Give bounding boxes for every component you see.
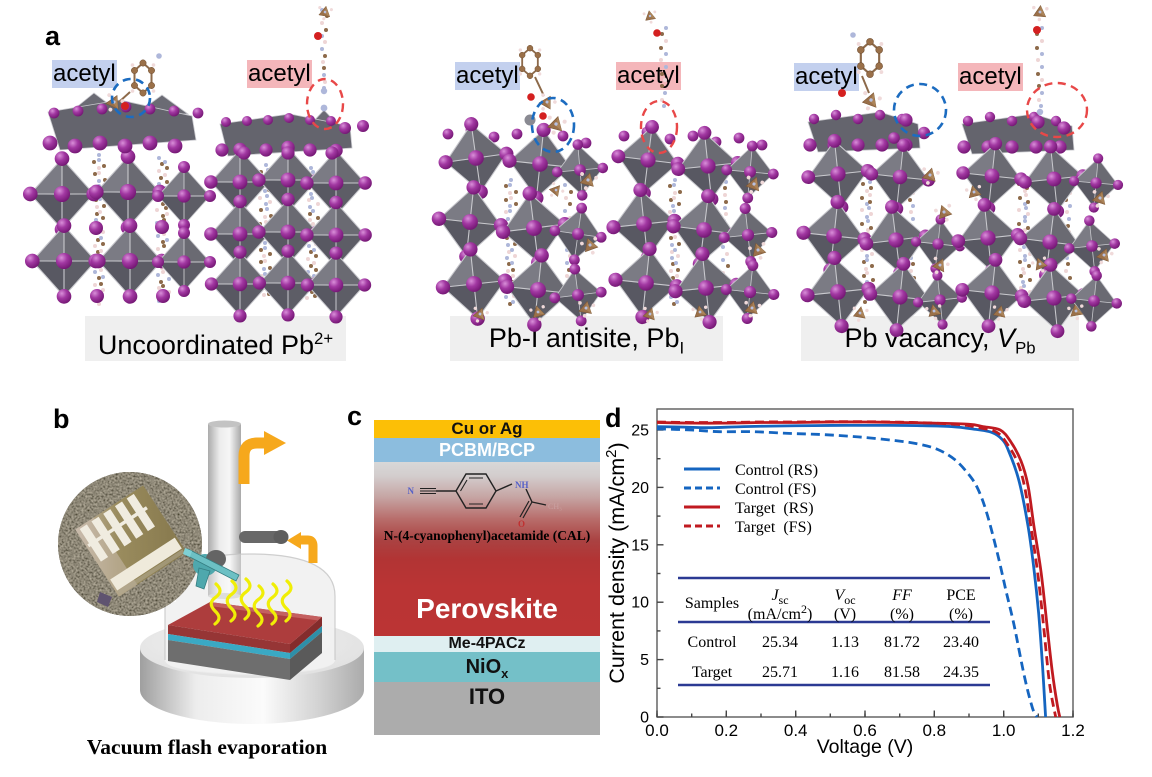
svg-text:Target (FS): Target (FS) bbox=[735, 519, 812, 536]
svg-text:1.2: 1.2 bbox=[1061, 721, 1085, 740]
svg-text:10: 10 bbox=[631, 595, 649, 612]
svg-text:0.8: 0.8 bbox=[922, 721, 946, 740]
svg-text:0.4: 0.4 bbox=[784, 721, 808, 740]
svg-text:Vacuum flash evaporation: Vacuum flash evaporation bbox=[87, 735, 328, 759]
svg-text:0.6: 0.6 bbox=[853, 721, 877, 740]
svg-text:(%): (%) bbox=[890, 606, 914, 623]
svg-text:Samples: Samples bbox=[685, 595, 739, 612]
svg-text:O: O bbox=[518, 519, 525, 529]
svg-text:1.0: 1.0 bbox=[992, 721, 1016, 740]
svg-text:81.58: 81.58 bbox=[884, 664, 920, 681]
svg-text:25: 25 bbox=[631, 423, 649, 440]
svg-text:23.40: 23.40 bbox=[943, 634, 979, 651]
svg-text:Control (RS): Control (RS) bbox=[735, 462, 818, 479]
svg-text:NH: NH bbox=[515, 480, 529, 490]
svg-text:15: 15 bbox=[631, 537, 649, 554]
svg-text:1.16: 1.16 bbox=[831, 664, 859, 681]
svg-text:24.35: 24.35 bbox=[943, 664, 979, 681]
svg-text:0.2: 0.2 bbox=[714, 721, 738, 740]
svg-text:Voc: Voc bbox=[834, 587, 855, 607]
svg-text:CH₃: CH₃ bbox=[548, 502, 562, 511]
svg-text:PCE: PCE bbox=[946, 587, 975, 604]
svg-text:0.0: 0.0 bbox=[645, 721, 669, 740]
svg-text:Jsc: Jsc bbox=[771, 587, 788, 607]
svg-text:81.72: 81.72 bbox=[884, 634, 920, 651]
svg-text:5: 5 bbox=[640, 652, 649, 669]
svg-text:25.71: 25.71 bbox=[762, 664, 798, 681]
svg-text:FF: FF bbox=[891, 587, 912, 604]
svg-text:Control: Control bbox=[688, 634, 737, 651]
svg-text:Target (RS): Target (RS) bbox=[735, 500, 814, 517]
svg-text:(mA/cm2): (mA/cm2) bbox=[748, 602, 813, 623]
svg-text:(%): (%) bbox=[949, 606, 973, 623]
svg-text:Current density (mA/cm2): Current density (mA/cm2) bbox=[603, 442, 629, 683]
svg-text:0: 0 bbox=[640, 710, 649, 727]
svg-text:Voltage (V): Voltage (V) bbox=[817, 736, 913, 758]
svg-text:Control (FS): Control (FS) bbox=[735, 481, 816, 498]
svg-text:N: N bbox=[408, 486, 415, 496]
svg-text:20: 20 bbox=[631, 480, 649, 497]
svg-text:25.34: 25.34 bbox=[762, 634, 798, 651]
svg-text:(V): (V) bbox=[834, 606, 856, 623]
svg-text:Target: Target bbox=[692, 664, 733, 681]
svg-text:1.13: 1.13 bbox=[831, 634, 859, 651]
